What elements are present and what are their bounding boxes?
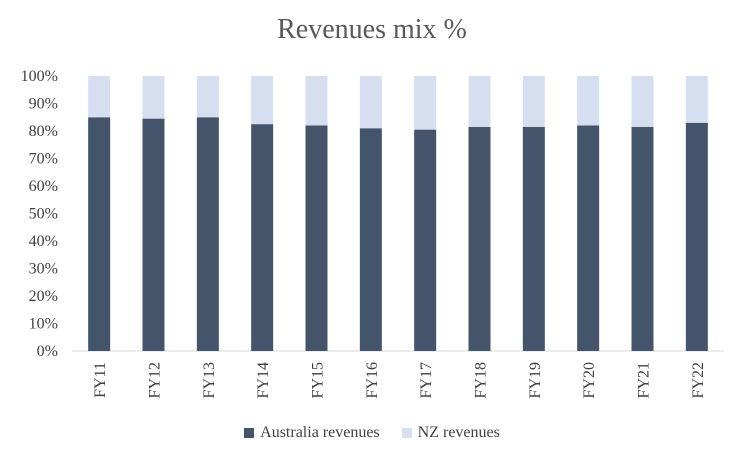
bar-segment-nz: [468, 76, 491, 127]
legend-label: NZ revenues: [417, 424, 500, 441]
x-tick-label: FY14: [255, 362, 272, 398]
legend-swatch: [244, 428, 255, 438]
bar-segment-nz: [305, 76, 328, 126]
y-tick-label: 10%: [29, 316, 58, 333]
legend-label: Australia revenues: [260, 424, 380, 441]
y-tick-label: 0%: [37, 343, 58, 360]
y-tick-label: 80%: [29, 123, 58, 140]
bar-segment-nz: [631, 76, 654, 127]
x-tick-label: FY15: [310, 362, 327, 398]
bar-segment-australia: [359, 128, 382, 351]
bar-segment-australia: [142, 118, 165, 351]
bar-segment-nz: [522, 76, 545, 127]
bar-segment-nz: [251, 76, 274, 125]
y-tick-label: 50%: [29, 206, 58, 223]
y-tick-label: 20%: [29, 288, 58, 305]
legend-item-australia: Australia revenues: [244, 424, 380, 442]
bar-segment-australia: [88, 117, 111, 351]
bar-segment-australia: [685, 122, 708, 351]
bar-segment-nz: [359, 76, 382, 129]
x-tick-label: FY13: [201, 362, 218, 398]
bar-segment-australia: [522, 126, 545, 351]
y-tick-label: 30%: [29, 261, 58, 278]
bar-segment-australia: [196, 117, 219, 351]
bar-segment-nz: [88, 76, 111, 118]
bar-segment-australia: [305, 125, 328, 351]
x-tick-label: FY19: [527, 362, 544, 398]
y-tick-label: 90%: [29, 96, 58, 113]
y-tick-label: 70%: [29, 151, 58, 168]
x-tick-label: FY17: [418, 362, 435, 398]
bar-segment-australia: [414, 129, 437, 351]
bar-segment-australia: [468, 126, 491, 351]
bar-segment-nz: [414, 76, 437, 130]
x-tick-label: FY12: [147, 362, 164, 398]
bar-segment-nz: [142, 76, 165, 119]
bar-segment-nz: [196, 76, 219, 118]
legend: Australia revenues NZ revenues: [0, 424, 744, 442]
bar-segment-nz: [685, 76, 708, 123]
bar-segment-australia: [631, 126, 654, 351]
bar-segment-australia: [251, 124, 274, 351]
x-tick-label: FY16: [364, 362, 381, 398]
x-tick-label: FY21: [636, 362, 653, 398]
bar-segment-australia: [577, 125, 600, 351]
y-tick-label: 100%: [21, 68, 58, 85]
y-tick-label: 60%: [29, 178, 58, 195]
legend-item-nz: NZ revenues: [401, 424, 500, 442]
x-tick-label: FY20: [581, 362, 598, 398]
x-tick-label: FY22: [690, 362, 707, 398]
chart-title: Revenues mix %: [277, 14, 467, 45]
x-tick-label: FY11: [92, 362, 109, 398]
y-tick-label: 40%: [29, 233, 58, 250]
bar-segment-nz: [577, 76, 600, 126]
legend-swatch: [401, 428, 412, 438]
x-tick-label: FY18: [473, 362, 490, 398]
